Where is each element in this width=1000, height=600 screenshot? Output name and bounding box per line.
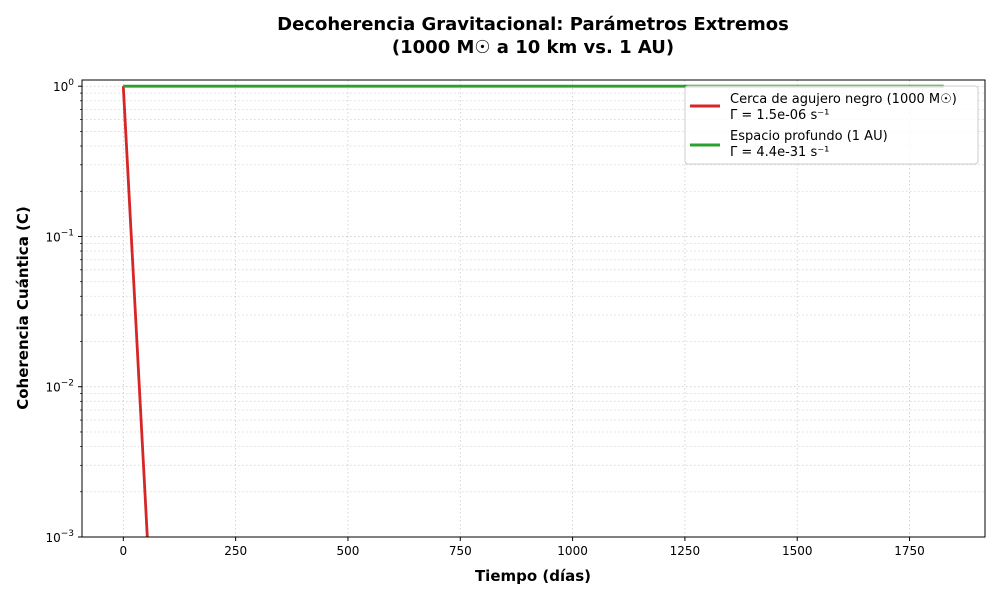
ticks: 0 250 500 750 1000 1250 1500 1750 100 10−1 10−2 10−… [45,78,924,558]
legend: Cerca de agujero negro (1000 M☉) Γ = 1.5… [684,85,979,165]
x-axis-label: Tiempo (días) [475,567,591,585]
x-tick-label: 500 [337,544,360,558]
x-tick-label: 1250 [670,544,701,558]
x-tick-label: 250 [224,544,247,558]
x-tick-label: 1000 [557,544,588,558]
chart-title-line1: Decoherencia Gravitacional: Parámetros E… [277,14,789,35]
legend-rate-deep-space: Γ = 4.4e-31 s⁻¹ [730,145,829,160]
chart-title-line2: (1000 M☉ a 10 km vs. 1 AU) [392,37,674,58]
legend-box [684,85,979,165]
legend-label-near-black-hole: Cerca de agujero negro (1000 M☉) [730,92,957,107]
y-tick-label: 10−2 [45,379,74,395]
legend-rate-near-black-hole: Γ = 1.5e-06 s⁻¹ [730,108,829,123]
y-tick-label: 100 [53,78,74,94]
y-tick-label: 10−1 [45,228,74,244]
y-axis-label: Coherencia Cuántica (C) [14,206,32,410]
x-tick-label: 1500 [782,544,813,558]
plot-frame [81,79,986,538]
x-tick-label: 750 [449,544,472,558]
x-tick-label: 0 [120,544,128,558]
x-tick-label: 1750 [894,544,925,558]
legend-label-deep-space: Espacio profundo (1 AU) [730,129,888,144]
y-tick-label: 10−3 [45,529,74,545]
series-line-near-black-hole [121,86,149,538]
